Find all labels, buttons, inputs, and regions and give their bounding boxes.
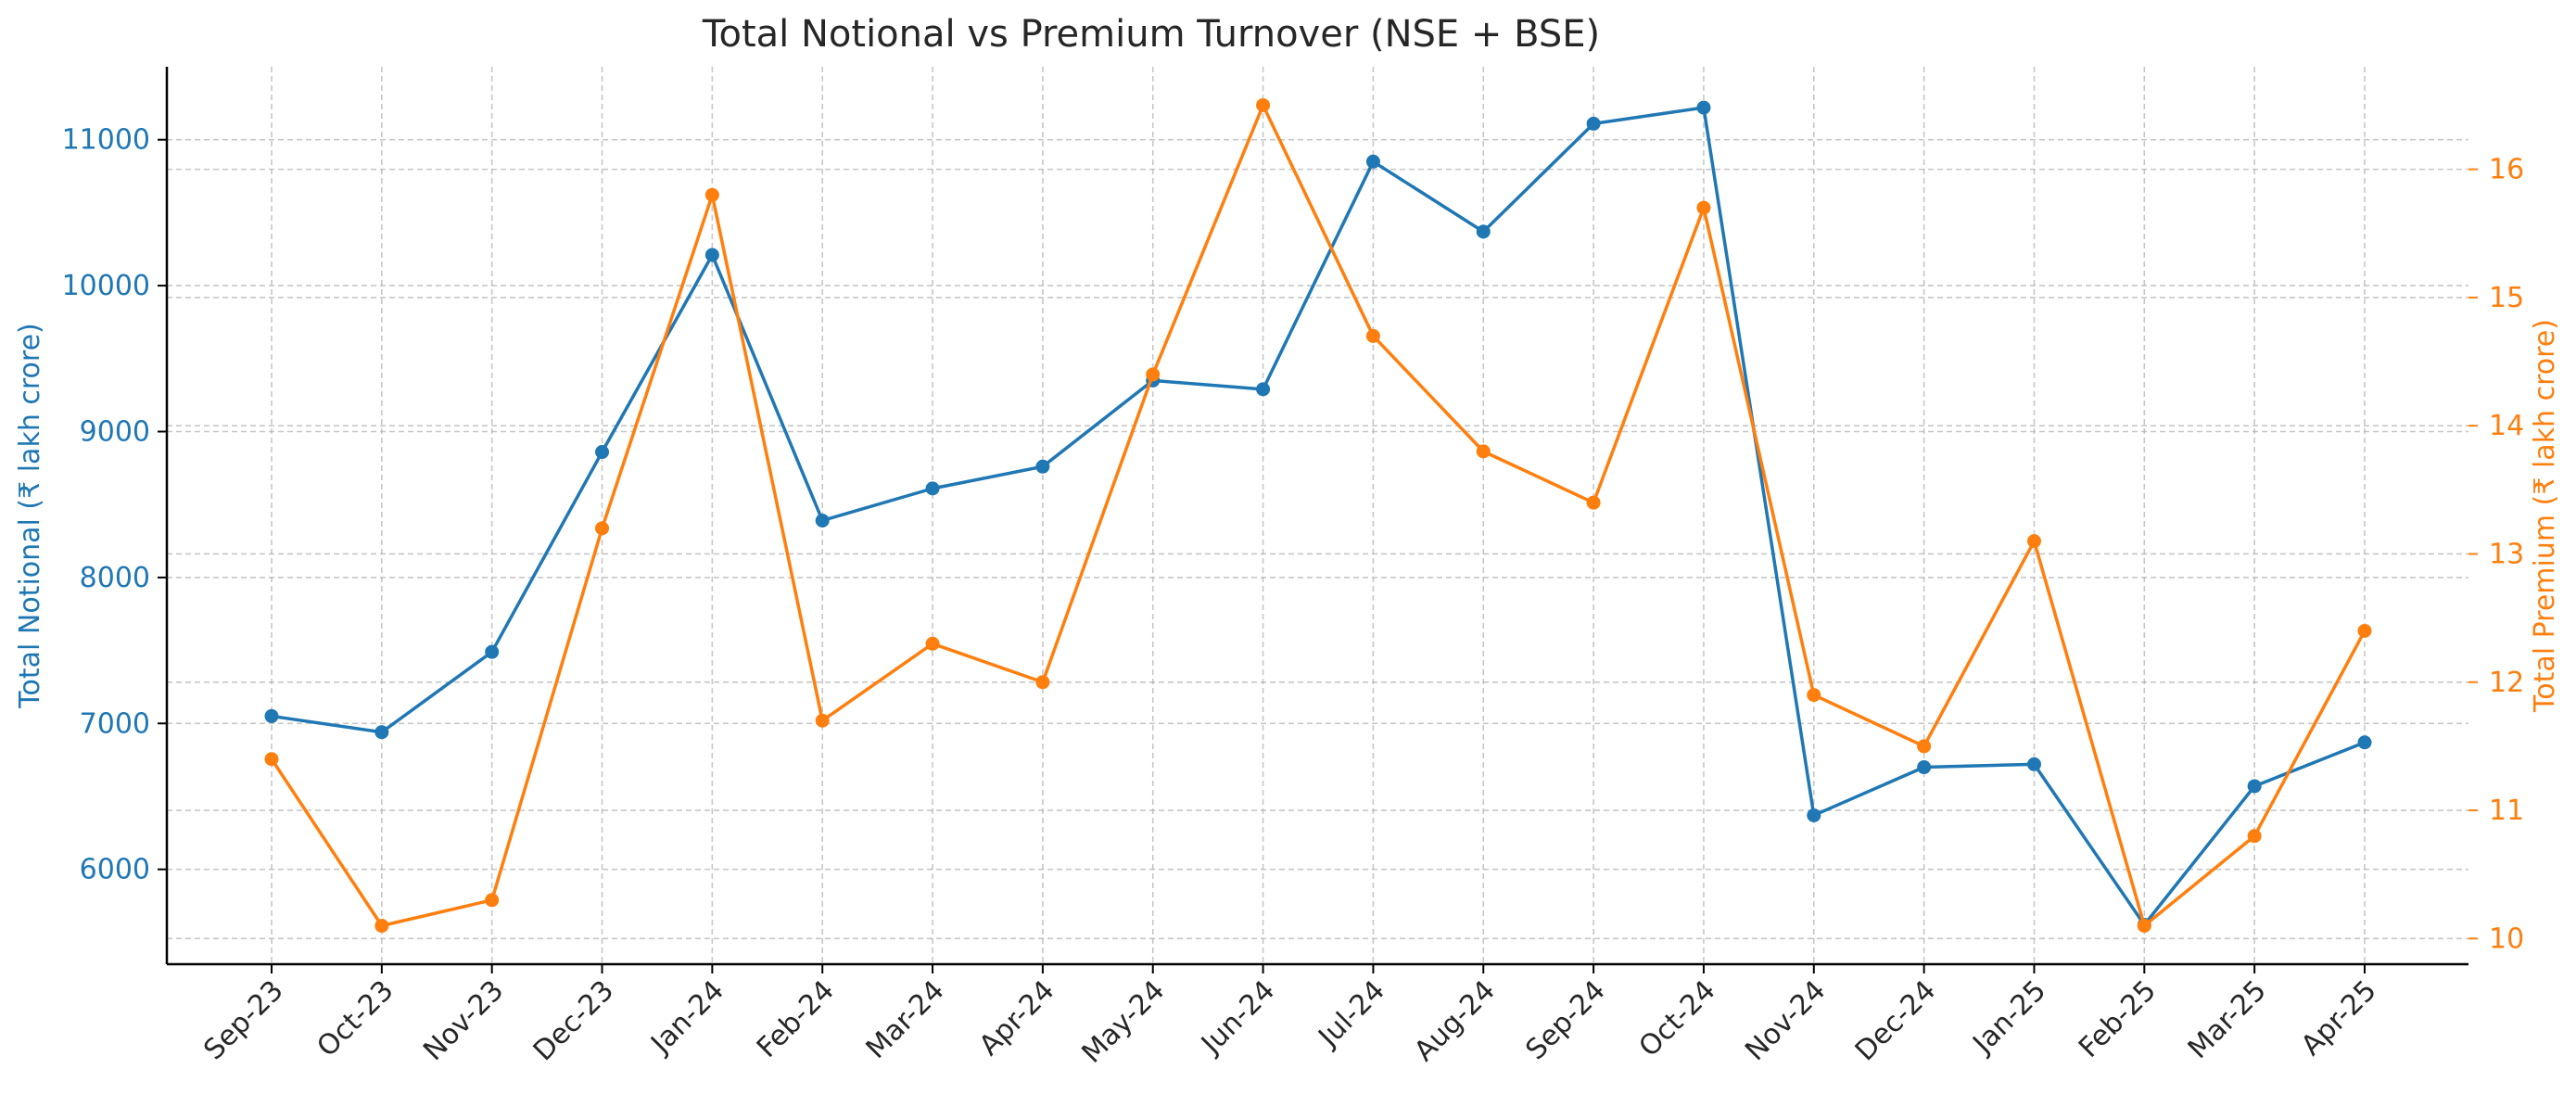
data-point: [704, 187, 719, 202]
x-tick-label: Aug-24: [1408, 974, 1502, 1068]
series-layer: [264, 97, 2372, 934]
x-tick-label: Dec-24: [1849, 974, 1942, 1067]
chart-title: Total Notional vs Premium Turnover (NSE …: [702, 13, 1600, 56]
data-point: [704, 248, 719, 262]
data-point: [264, 708, 279, 723]
data-point: [1035, 675, 1050, 690]
data-point: [2026, 534, 2041, 549]
data-point: [485, 644, 500, 659]
data-point: [264, 752, 279, 767]
data-point: [815, 514, 830, 528]
data-point: [1035, 459, 1050, 474]
data-point: [1256, 97, 1271, 112]
y-axis-left-label: Total Notional (₹ lakh crore): [14, 323, 46, 708]
data-point: [595, 521, 610, 536]
y-right-tick-label: 15: [2489, 282, 2524, 314]
series-line: [270, 103, 2367, 928]
x-tick-label: Dec-23: [527, 974, 620, 1067]
data-point: [1256, 382, 1271, 397]
data-point: [1365, 328, 1380, 343]
data-point: [1917, 739, 1932, 754]
x-tick-label: Nov-24: [1739, 974, 1832, 1067]
data-point: [1146, 367, 1161, 382]
series-left-axis: [264, 100, 2372, 933]
y-left-tick-label: 7000: [80, 707, 150, 740]
x-tick-label: Oct-23: [311, 974, 400, 1063]
x-tick-label: Feb-25: [2073, 974, 2163, 1064]
data-point: [595, 445, 610, 460]
grid-layer: [167, 67, 2468, 964]
y-right-tick-label: 16: [2489, 154, 2524, 186]
axes-layer: Sep-23 Oct-23 Nov-23 Dec-23 Jan-24 Feb-24 Mar-…: [62, 67, 2524, 1070]
data-point: [1586, 495, 1601, 510]
data-point: [1365, 154, 1380, 169]
x-tick-label: Sep-24: [1519, 974, 1611, 1066]
y-left-tick-label: 8000: [80, 562, 150, 594]
data-point: [2357, 735, 2372, 750]
data-point: [1917, 760, 1932, 775]
x-tick-label: Jul-24: [1312, 974, 1391, 1054]
x-tick-label: Oct-24: [1633, 974, 1722, 1063]
x-tick-label: Jun-24: [1194, 974, 1281, 1062]
y-axis-right-label: Total Premium (₹ lakh crore): [2529, 319, 2561, 713]
x-tick-label: May-24: [1076, 974, 1172, 1070]
data-point: [485, 893, 500, 908]
y-right-tick-label: 13: [2489, 538, 2524, 570]
data-point: [1696, 100, 1711, 115]
x-tick-label: Mar-25: [2182, 974, 2273, 1065]
y-left-tick-label: 11000: [62, 124, 150, 157]
x-tick-label: Apr-25: [2295, 974, 2383, 1062]
data-point: [1807, 688, 1821, 703]
data-point: [2137, 919, 2151, 934]
x-tick-label: Jan-24: [644, 974, 731, 1062]
data-point: [925, 481, 940, 496]
data-point: [925, 636, 940, 651]
y-left-tick-label: 9000: [80, 415, 150, 448]
y-left-tick-label: 10000: [62, 270, 150, 302]
x-tick-label: Sep-23: [197, 974, 289, 1066]
data-point: [1696, 200, 1711, 215]
data-point: [1476, 224, 1491, 239]
data-point: [815, 713, 830, 728]
y-right-tick-label: 14: [2489, 410, 2524, 442]
data-point: [374, 919, 389, 934]
data-point: [2026, 757, 2041, 771]
x-tick-label: Nov-23: [417, 974, 510, 1067]
y-right-tick-label: 11: [2489, 795, 2524, 827]
data-point: [2247, 779, 2262, 794]
y-left-tick-label: 6000: [80, 854, 150, 886]
x-tick-label: Feb-24: [751, 974, 841, 1064]
series-right-axis: [264, 97, 2372, 934]
x-tick-label: Jan-25: [1966, 974, 2053, 1062]
data-point: [2247, 829, 2262, 844]
data-point: [1476, 444, 1491, 459]
series-line: [271, 106, 2366, 927]
x-tick-label: Mar-24: [860, 974, 951, 1065]
y-right-tick-label: 10: [2489, 922, 2524, 955]
y-right-tick-label: 12: [2489, 667, 2524, 699]
data-point: [1807, 808, 1821, 822]
data-point: [2357, 623, 2372, 638]
data-point: [374, 725, 389, 740]
data-point: [1586, 116, 1601, 131]
x-tick-label: Apr-24: [973, 974, 1061, 1062]
